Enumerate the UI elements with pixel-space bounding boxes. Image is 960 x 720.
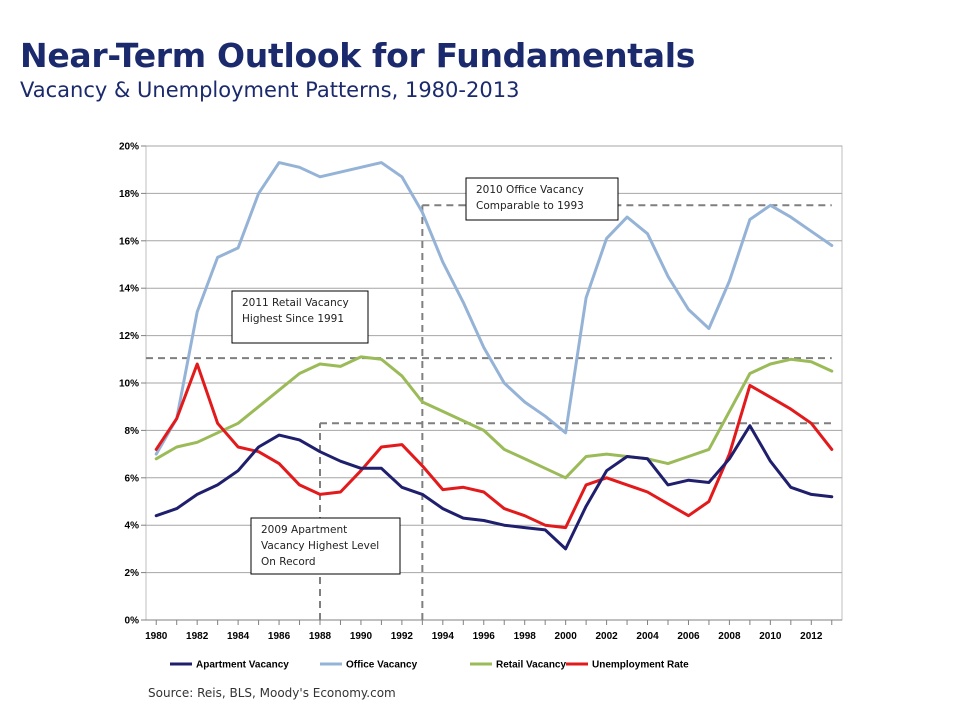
x-tick-label: 2012 <box>800 631 823 642</box>
y-tick-label: 2% <box>125 568 140 579</box>
x-tick-label: 1990 <box>350 631 373 642</box>
y-tick-label: 14% <box>119 284 139 295</box>
y-tick-label: 18% <box>119 189 139 200</box>
x-tick-label: 1984 <box>227 631 250 642</box>
annotation-text: 2010 Office Vacancy <box>476 184 584 196</box>
x-tick-label: 1988 <box>309 631 332 642</box>
annotation-text: On Record <box>261 556 316 568</box>
y-tick-label: 12% <box>119 331 139 342</box>
legend-label: Retail Vacancy <box>496 660 566 671</box>
x-tick-label: 1998 <box>514 631 537 642</box>
annotation-text: Comparable to 1993 <box>476 200 584 212</box>
page-subtitle: Vacancy & Unemployment Patterns, 1980-20… <box>20 78 520 102</box>
annotation-text: 2009 Apartment <box>261 524 347 536</box>
x-tick-label: 2000 <box>555 631 578 642</box>
legend-label: Apartment Vacancy <box>196 660 289 671</box>
y-tick-label: 16% <box>119 236 139 247</box>
x-tick-label: 1980 <box>145 631 168 642</box>
x-tick-label: 1982 <box>186 631 209 642</box>
x-tick-label: 1996 <box>473 631 496 642</box>
y-tick-label: 8% <box>125 426 140 437</box>
y-tick-label: 4% <box>125 521 140 532</box>
x-tick-label: 2008 <box>718 631 741 642</box>
y-tick-label: 10% <box>119 379 139 390</box>
annotation-box <box>231 290 369 344</box>
y-tick-label: 0% <box>125 616 140 627</box>
x-tick-label: 2006 <box>677 631 700 642</box>
x-tick-label: 2004 <box>636 631 659 642</box>
annotation-text: 2011 Retail Vacancy <box>242 297 349 309</box>
series-line-apartment-vacancy <box>154 424 834 551</box>
x-tick-label: 2002 <box>595 631 618 642</box>
series-line-unemployment-rate <box>154 362 834 530</box>
x-tick-label: 1986 <box>268 631 291 642</box>
annotation-text: Vacancy Highest Level <box>261 540 379 552</box>
x-tick-label: 1994 <box>432 631 455 642</box>
y-tick-label: 20% <box>119 142 139 153</box>
series-line-office-vacancy <box>154 161 834 456</box>
annotation-box <box>465 177 619 221</box>
page-title: Near-Term Outlook for Fundamentals <box>20 36 696 75</box>
x-tick-label: 1992 <box>391 631 414 642</box>
source-note: Source: Reis, BLS, Moody's Economy.com <box>148 686 396 700</box>
legend-label: Office Vacancy <box>346 660 418 671</box>
y-tick-label: 6% <box>125 473 140 484</box>
x-tick-label: 2010 <box>759 631 782 642</box>
legend-label: Unemployment Rate <box>592 660 689 671</box>
series-line-retail-vacancy <box>154 355 834 480</box>
annotation-box <box>250 517 401 575</box>
annotation-text: Highest Since 1991 <box>242 313 344 325</box>
